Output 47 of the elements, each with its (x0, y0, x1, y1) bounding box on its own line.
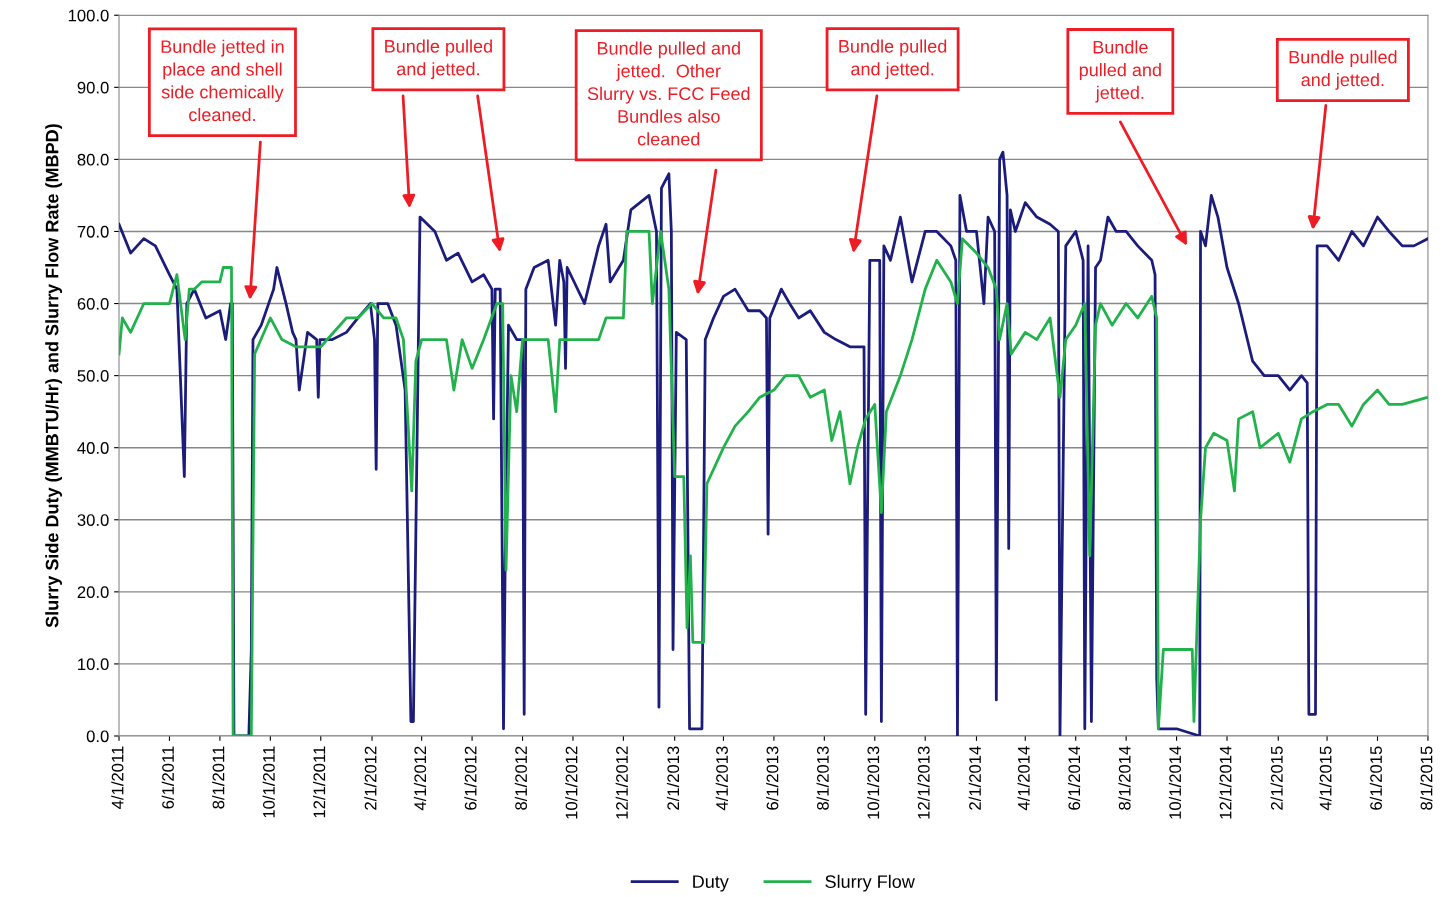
y-tick-label: 40.0 (77, 442, 109, 454)
y-tick-label: 80.0 (77, 153, 109, 166)
annotation: Bundle pulled and jetted. (385, 39, 492, 79)
x-tick-label: 8/1/2011 (212, 746, 225, 809)
x-tick-label: 8/1/2015 (1420, 746, 1433, 810)
x-tick-label: 2/1/2013 (666, 746, 680, 810)
x-tick-label: 12/1/2011 (313, 746, 326, 818)
x-tick-label: 4/1/2014 (1017, 746, 1030, 811)
x-tick-label: 6/1/2014 (1067, 746, 1081, 810)
annotation: Bundle pulled and jetted. (1079, 40, 1161, 103)
x-tick-label: 10/1/2014 (1168, 746, 1182, 819)
x-tick-label: 10/1/2011 (262, 746, 275, 818)
x-tick-label: 4/1/2011 (111, 746, 124, 809)
x-tick-label: 2/1/2014 (968, 746, 981, 810)
x-tick-label: 8/1/2012 (514, 746, 527, 810)
annotation: Bundle jetted in place and shell side chemically cleaned. (161, 39, 284, 122)
x-tick-label: 6/1/2011 (161, 746, 174, 809)
y-axis-title: Slurry Side Duty (MMBTU/Hr) and Slurry Flow Rate (MBPD) (45, 124, 63, 628)
x-tick-label: 6/1/2015 (1369, 746, 1382, 810)
x-tick-label: 12/1/2014 (1219, 746, 1232, 819)
y-tick-label: 70.0 (77, 225, 109, 238)
y-tick-label: 50.0 (77, 370, 109, 382)
y-tick-label: 100.0 (68, 9, 109, 22)
y-tick-label: 0.0 (86, 730, 109, 743)
x-tick-label: 6/1/2012 (464, 746, 477, 810)
legend-label: Slurry Flow (825, 874, 915, 892)
x-tick-label: 4/1/2015 (1319, 746, 1332, 811)
x-tick-label: 12/1/2013 (917, 746, 930, 819)
x-tick-label: 10/1/2013 (867, 746, 880, 819)
y-tick-label: 60.0 (77, 297, 109, 310)
x-tick-label: 4/1/2013 (715, 746, 728, 811)
y-tick-label: 20.0 (77, 586, 109, 599)
x-tick-label: 2/1/2015 (1270, 746, 1283, 810)
annotation: Bundle pulled and jetted. (839, 39, 947, 79)
y-tick-label: 30.0 (77, 514, 109, 526)
x-tick-label: 2/1/2012 (364, 746, 377, 810)
annotation: Bundle pulled and jetted. Other Slurry vs. FCC Feed Bundles also cleaned (587, 41, 750, 146)
annotation: Bundle pulled and jetted. (1289, 50, 1397, 90)
x-tick-label: 6/1/2013 (766, 746, 779, 810)
x-tick-label: 8/1/2014 (1118, 746, 1131, 810)
x-tick-label: 8/1/2013 (816, 746, 829, 810)
x-tick-label: 10/1/2012 (565, 746, 578, 819)
y-tick-label: 10.0 (78, 658, 109, 671)
y-tick-label: 90.0 (77, 81, 109, 94)
x-tick-label: 12/1/2012 (615, 746, 628, 819)
legend-label: Duty (693, 875, 729, 892)
x-tick-label: 4/1/2012 (413, 746, 427, 811)
